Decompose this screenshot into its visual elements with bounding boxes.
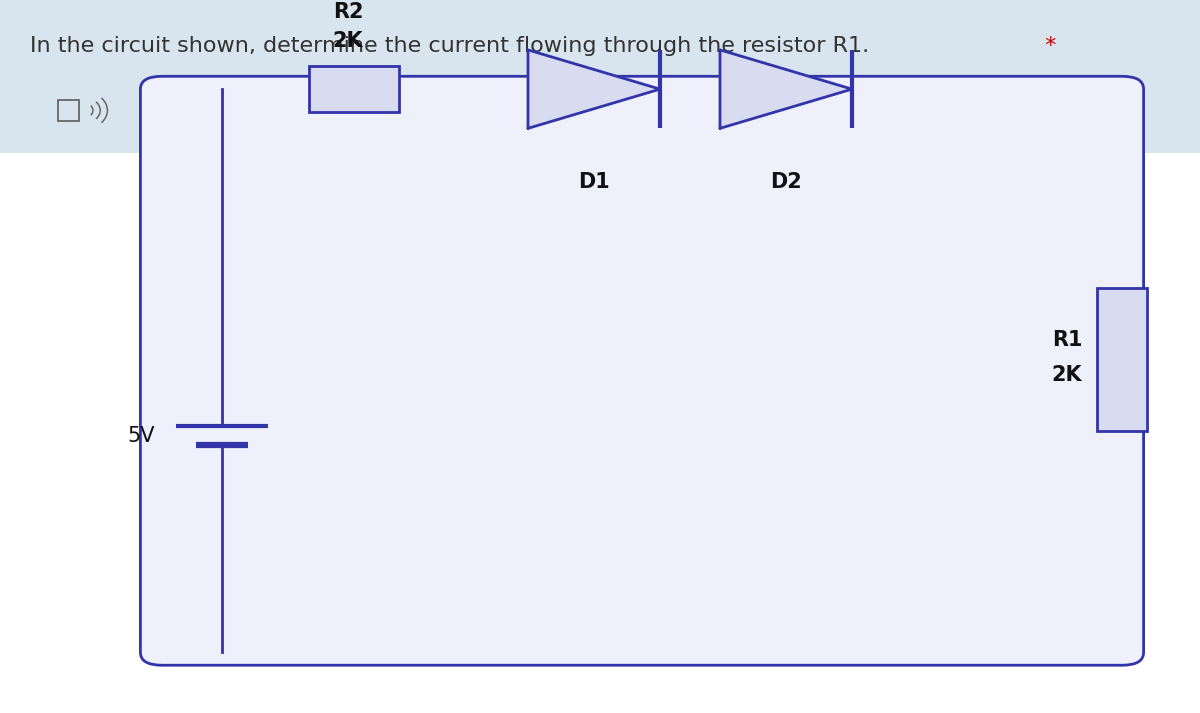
Text: D2: D2 <box>770 172 802 192</box>
Bar <box>1097 288 1147 431</box>
FancyBboxPatch shape <box>140 76 1144 665</box>
Text: 5V: 5V <box>127 426 155 446</box>
Bar <box>310 66 398 113</box>
Text: In the circuit shown, determine the current flowing through the resistor R1.: In the circuit shown, determine the curr… <box>30 36 869 56</box>
Text: D1: D1 <box>578 172 610 192</box>
Bar <box>58 100 79 121</box>
Polygon shape <box>528 50 660 128</box>
Text: 2K: 2K <box>332 31 364 51</box>
Polygon shape <box>720 50 852 128</box>
Text: *: * <box>1038 36 1056 56</box>
Text: R1: R1 <box>1052 329 1082 349</box>
Text: R2: R2 <box>332 2 364 23</box>
Text: 2K: 2K <box>1051 365 1082 385</box>
Bar <box>0 0 1200 153</box>
Bar <box>0 153 1200 713</box>
